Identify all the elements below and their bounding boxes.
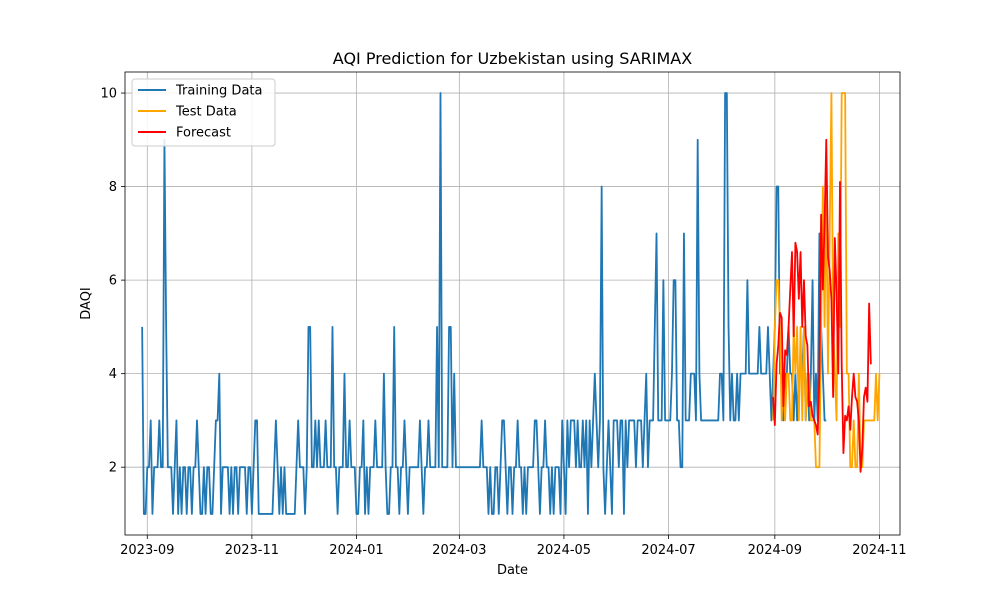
y-axis-title: DAQI [79, 287, 94, 320]
y-tick-label: 6 [109, 274, 117, 289]
series-line-training-data [141, 92, 827, 515]
x-tick-label: 2024-11 [852, 543, 906, 558]
series-line-forecast [772, 138, 872, 473]
y-tick-label: 8 [109, 180, 117, 195]
legend: Training Data Test Data Forecast [131, 78, 276, 147]
y-axis: 2 4 6 8 10 [100, 87, 125, 476]
x-axis-title: Date [497, 563, 528, 578]
legend-label-training-data: Training Data [175, 84, 262, 99]
y-tick-label: 4 [109, 367, 117, 382]
x-tick-label: 2023-09 [120, 543, 174, 558]
plot-frame [124, 71, 901, 536]
chart-title: AQI Prediction for Uzbekistan using SARI… [333, 49, 692, 68]
x-tick-label: 2024-01 [329, 543, 383, 558]
x-tick-label: 2024-05 [537, 543, 591, 558]
y-tick-label: 2 [109, 461, 117, 476]
series-layer [141, 92, 881, 515]
legend-label-test-data: Test Data [175, 105, 237, 120]
x-tick-label: 2024-03 [432, 543, 486, 558]
legend-label-forecast: Forecast [176, 126, 231, 141]
x-axis: 2023-09 2023-11 2024-01 2024-03 2024-05 2024-… [120, 535, 907, 558]
x-tick-label: 2024-07 [641, 543, 695, 558]
x-tick-label: 2023-11 [225, 543, 279, 558]
legend-box [131, 78, 276, 147]
x-tick-label: 2024-09 [748, 543, 802, 558]
y-tick-label: 10 [100, 87, 117, 102]
